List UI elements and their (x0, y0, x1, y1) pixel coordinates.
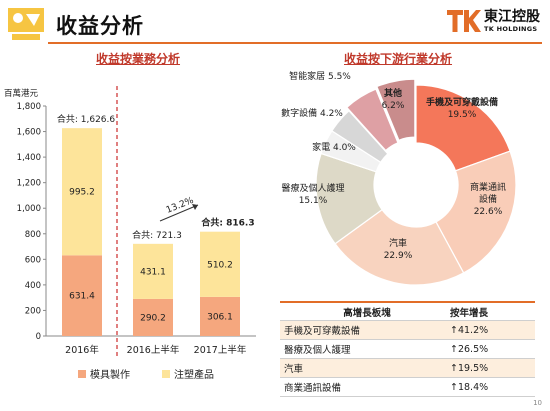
table-cell-growth: ↑26.5% (450, 343, 489, 355)
table-header-growth: 按年增長 (450, 307, 489, 319)
growth-arrow (159, 204, 199, 222)
bar-value-label: 306.1 (207, 312, 233, 322)
x-tick-label: 2017上半年 (194, 344, 247, 356)
pie-slice-name: 設備 (479, 193, 497, 205)
table-header-sector: 高增長板塊 (343, 307, 391, 319)
table-cell-sector: 手機及可穿戴設備 (284, 326, 361, 337)
y-tick-label: 1,200 (17, 179, 41, 189)
pie-slice-name: 醫療及個人護理 (281, 182, 344, 194)
table-cell-sector: 汽車 (284, 364, 304, 375)
legend-label-mould: 模具製作 (90, 370, 130, 381)
x-tick-label: 2016上半年 (127, 344, 180, 356)
bar-total-label: 合共: 816.3 (201, 217, 254, 229)
pie-slice-value: 19.5% (448, 110, 477, 120)
page-number: 10 (533, 399, 542, 407)
legend-swatch-plastic (162, 369, 170, 378)
legend-item-plastic: 注塑產品 (162, 366, 214, 381)
pie-chart-title: 收益按下游行業分析 (344, 52, 453, 66)
y-tick-label: 800 (25, 230, 41, 240)
table-header-row: 高增長板塊 按年增長 (280, 301, 535, 321)
pie-slice-label: 智能家居 5.5% (289, 70, 351, 82)
table-row: 醫療及個人護理 ↑26.5% (280, 340, 535, 359)
table-row: 汽車 ↑19.5% (280, 359, 535, 378)
pie-slice (331, 109, 389, 164)
bar-segment (62, 255, 102, 336)
bar-total-label: 合共: 1,626.6 (57, 113, 116, 125)
legend-swatch-mould (78, 369, 86, 378)
y-tick-label: 1,600 (17, 128, 41, 138)
y-tick-label: 400 (25, 281, 41, 291)
tk-logo-icon (447, 10, 481, 33)
table-row: 手機及可穿戴設備 ↑41.2% (280, 321, 535, 340)
x-tick-label: 2016年 (65, 344, 99, 356)
bar-segment (200, 296, 240, 336)
pie-slice-name: 商業通訊 (470, 181, 506, 193)
bar-segment (133, 298, 173, 336)
bar-segment (200, 231, 240, 297)
table-cell-sector: 商業通訊設備 (284, 383, 342, 394)
table-row: 商業通訊設備 ↑18.4% (280, 378, 535, 397)
bar-total-label: 合共: 721.3 (132, 229, 182, 241)
growth-table: 高增長板塊 按年增長 手機及可穿戴設備 ↑41.2% 醫療及個人護理 ↑26.5… (280, 301, 535, 397)
y-tick-label: 1,400 (17, 153, 41, 163)
bar-value-label: 290.2 (140, 313, 166, 323)
y-axis-label: 百萬港元 (4, 88, 39, 99)
bar-chart-title: 收益按業務分析 (96, 52, 181, 66)
pie-slice (334, 208, 465, 286)
bar-value-label: 510.2 (207, 260, 233, 270)
table-cell-sector: 醫療及個人護理 (284, 345, 351, 356)
bar-value-label: 631.4 (69, 292, 95, 302)
pie-slice-value: 22.9% (384, 251, 413, 261)
bar-value-label: 431.1 (140, 267, 166, 277)
brand-name-cn: 東江控股 (484, 9, 540, 25)
growth-arrowhead (192, 204, 198, 210)
pie-slice (345, 88, 399, 152)
y-tick-label: 1,800 (17, 102, 41, 112)
pie-slice-value: 6.2% (382, 101, 405, 111)
company-logo-icon (8, 8, 44, 40)
y-tick-label: 600 (25, 255, 41, 265)
bar-value-label: 995.2 (69, 188, 95, 198)
brand-name-en: TK HOLDINGS (484, 25, 538, 33)
pie-slice (376, 78, 416, 142)
pie-slice-value: 22.6% (474, 207, 503, 217)
pie-slice-label: 家電 4.0% (312, 141, 356, 153)
y-tick-label: 1,000 (17, 204, 41, 214)
pie-slice-label: 數字設備 4.2% (281, 107, 343, 119)
pie-slice-name: 手機及可穿戴設備 (426, 96, 498, 108)
pie-slice-name: 汽車 (389, 237, 407, 249)
legend-item-mould: 模具製作 (78, 366, 130, 381)
legend-label-plastic: 注塑產品 (174, 370, 214, 381)
table-cell-growth: ↑41.2% (450, 324, 489, 336)
page-title: 收益分析 (56, 14, 144, 38)
table-cell-growth: ↑18.4% (450, 381, 489, 393)
y-tick-label: 0 (36, 332, 41, 342)
y-tick-label: 200 (25, 306, 41, 316)
pie-slice (415, 84, 511, 172)
bar-segment (133, 243, 173, 299)
pie-slice-value: 15.1% (299, 196, 328, 206)
table-cell-growth: ↑19.5% (450, 362, 489, 374)
bar-segment (62, 128, 102, 256)
pie-slice (435, 150, 517, 274)
pie-slice-name: 其他 (384, 87, 402, 99)
brand: 東江控股 TK HOLDINGS (447, 10, 540, 33)
header-rule (48, 42, 542, 44)
